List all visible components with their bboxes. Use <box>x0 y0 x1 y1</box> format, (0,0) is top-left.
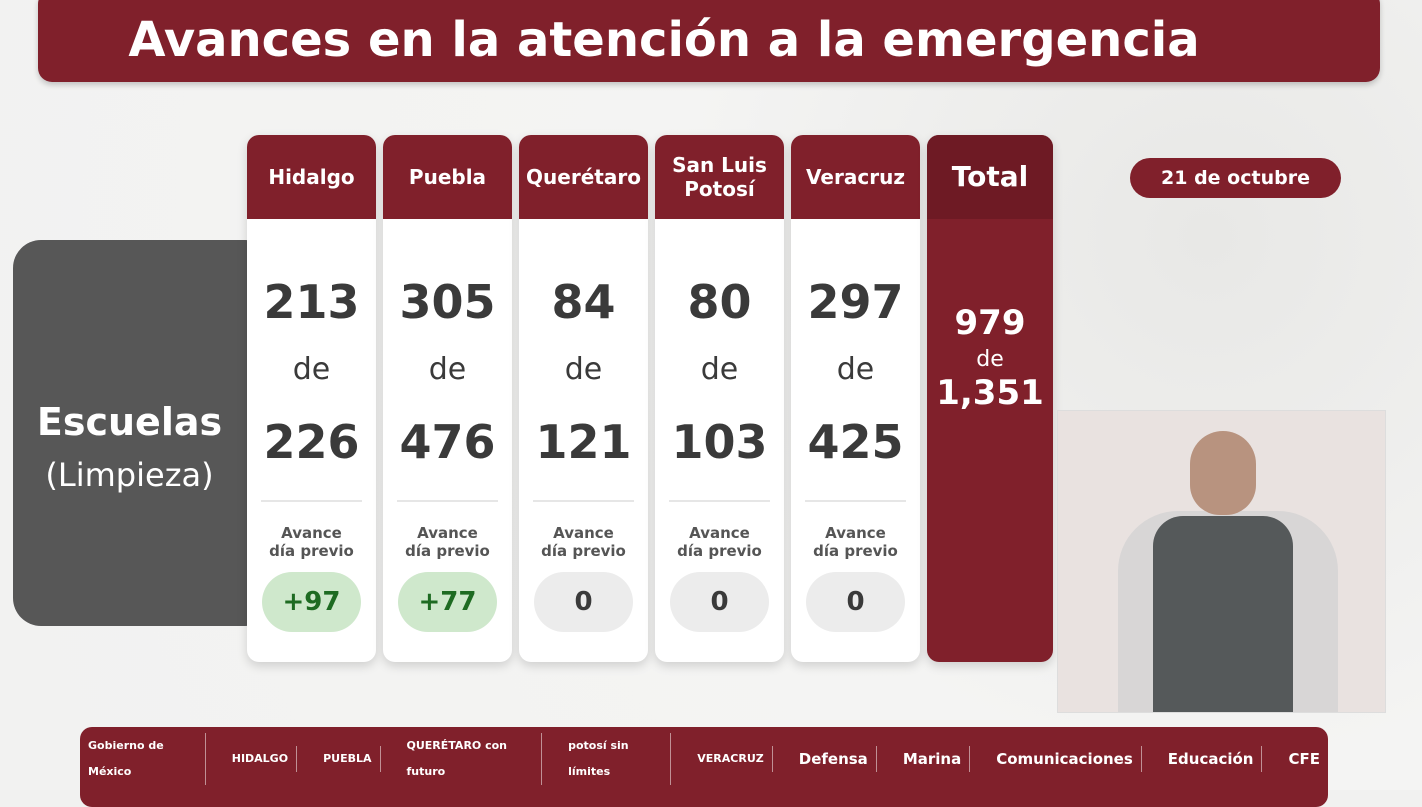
logo-cfe: CFE <box>1288 750 1320 768</box>
avance-label-line1: Avance <box>553 524 614 542</box>
divider <box>533 500 634 502</box>
delta-badge: 0 <box>806 572 905 632</box>
avance-label-line2: día previo <box>269 542 354 560</box>
state-name: Veracruz <box>791 135 920 219</box>
avance-label: Avance día previo <box>519 524 648 560</box>
logo-comunicaciones: Comunicaciones <box>988 746 1142 772</box>
state-done: 80 <box>687 275 752 329</box>
category-title: Escuelas <box>36 400 223 444</box>
logo-puebla: PUEBLA <box>315 746 381 772</box>
state-name: San Luis Potosí <box>655 135 784 219</box>
divider <box>397 500 498 502</box>
state-done: 305 <box>399 275 496 329</box>
avance-label-line2: día previo <box>813 542 898 560</box>
logo-gobierno-mexico: Gobierno de México <box>80 733 206 785</box>
state-total: 226 <box>263 415 360 469</box>
state-done: 297 <box>807 275 904 329</box>
logo-marina: Marina <box>895 746 971 772</box>
avance-label: Avance día previo <box>383 524 512 560</box>
state-connector: de <box>700 352 739 387</box>
divider <box>805 500 906 502</box>
avance-label-line2: día previo <box>677 542 762 560</box>
state-connector: de <box>428 352 467 387</box>
state-name: Hidalgo <box>247 135 376 219</box>
state-done: 84 <box>551 275 616 329</box>
divider <box>669 500 770 502</box>
state-total: 103 <box>671 415 768 469</box>
state-name: Querétaro <box>519 135 648 219</box>
avance-label-line1: Avance <box>417 524 478 542</box>
total-total: 1,351 <box>936 373 1044 413</box>
state-connector: de <box>836 352 875 387</box>
category-panel: Escuelas (Limpieza) <box>13 240 273 626</box>
logo-queretaro: QUERÉTARO con futuro <box>399 733 543 785</box>
state-total: 425 <box>807 415 904 469</box>
delta-badge: +77 <box>398 572 497 632</box>
avance-label: Avance día previo <box>791 524 920 560</box>
page-title: Avances en la atención a la emergencia <box>38 0 1380 82</box>
state-name: Puebla <box>383 135 512 219</box>
total-connector: de <box>976 347 1004 372</box>
state-card: San Luis Potosí 80 de 103 Avance día prev… <box>655 135 784 662</box>
state-card: Veracruz 297 de 425 Avance día previo 0 <box>791 135 920 662</box>
total-card: Total 979 de 1,351 <box>927 135 1053 662</box>
state-connector: de <box>292 352 331 387</box>
divider <box>261 500 362 502</box>
state-connector: de <box>564 352 603 387</box>
state-total: 121 <box>535 415 632 469</box>
state-card: Hidalgo 213 de 226 Avance día previo +97 <box>247 135 376 662</box>
state-card: Puebla 305 de 476 Avance día previo +77 <box>383 135 512 662</box>
avance-label-line1: Avance <box>825 524 886 542</box>
interpreter-vest <box>1153 516 1293 712</box>
avance-label-line1: Avance <box>281 524 342 542</box>
logo-defensa: Defensa <box>791 746 877 772</box>
delta-badge: 0 <box>670 572 769 632</box>
avance-label-line2: día previo <box>541 542 626 560</box>
logo-potosi: potosí sin límites <box>560 733 672 785</box>
delta-badge: 0 <box>534 572 633 632</box>
state-total: 476 <box>399 415 496 469</box>
interpreter-head <box>1190 431 1256 515</box>
avance-label-line1: Avance <box>689 524 750 542</box>
avance-label: Avance día previo <box>655 524 784 560</box>
footer-logos: Gobierno de México HIDALGO PUEBLA QUERÉT… <box>80 727 1328 807</box>
category-subtitle: (Limpieza) <box>45 456 214 494</box>
avance-label-line2: día previo <box>405 542 490 560</box>
sign-language-interpreter-video <box>1057 410 1386 713</box>
logo-hidalgo: HIDALGO <box>224 746 298 772</box>
delta-badge: +97 <box>262 572 361 632</box>
total-header: Total <box>927 135 1053 219</box>
date-badge: 21 de octubre <box>1130 158 1341 198</box>
total-done: 979 <box>954 303 1026 343</box>
state-card: Querétaro 84 de 121 Avance día previo 0 <box>519 135 648 662</box>
logo-educacion: Educación <box>1160 746 1263 772</box>
state-done: 213 <box>263 275 360 329</box>
logo-veracruz: VERACRUZ <box>689 746 773 772</box>
avance-label: Avance día previo <box>247 524 376 560</box>
